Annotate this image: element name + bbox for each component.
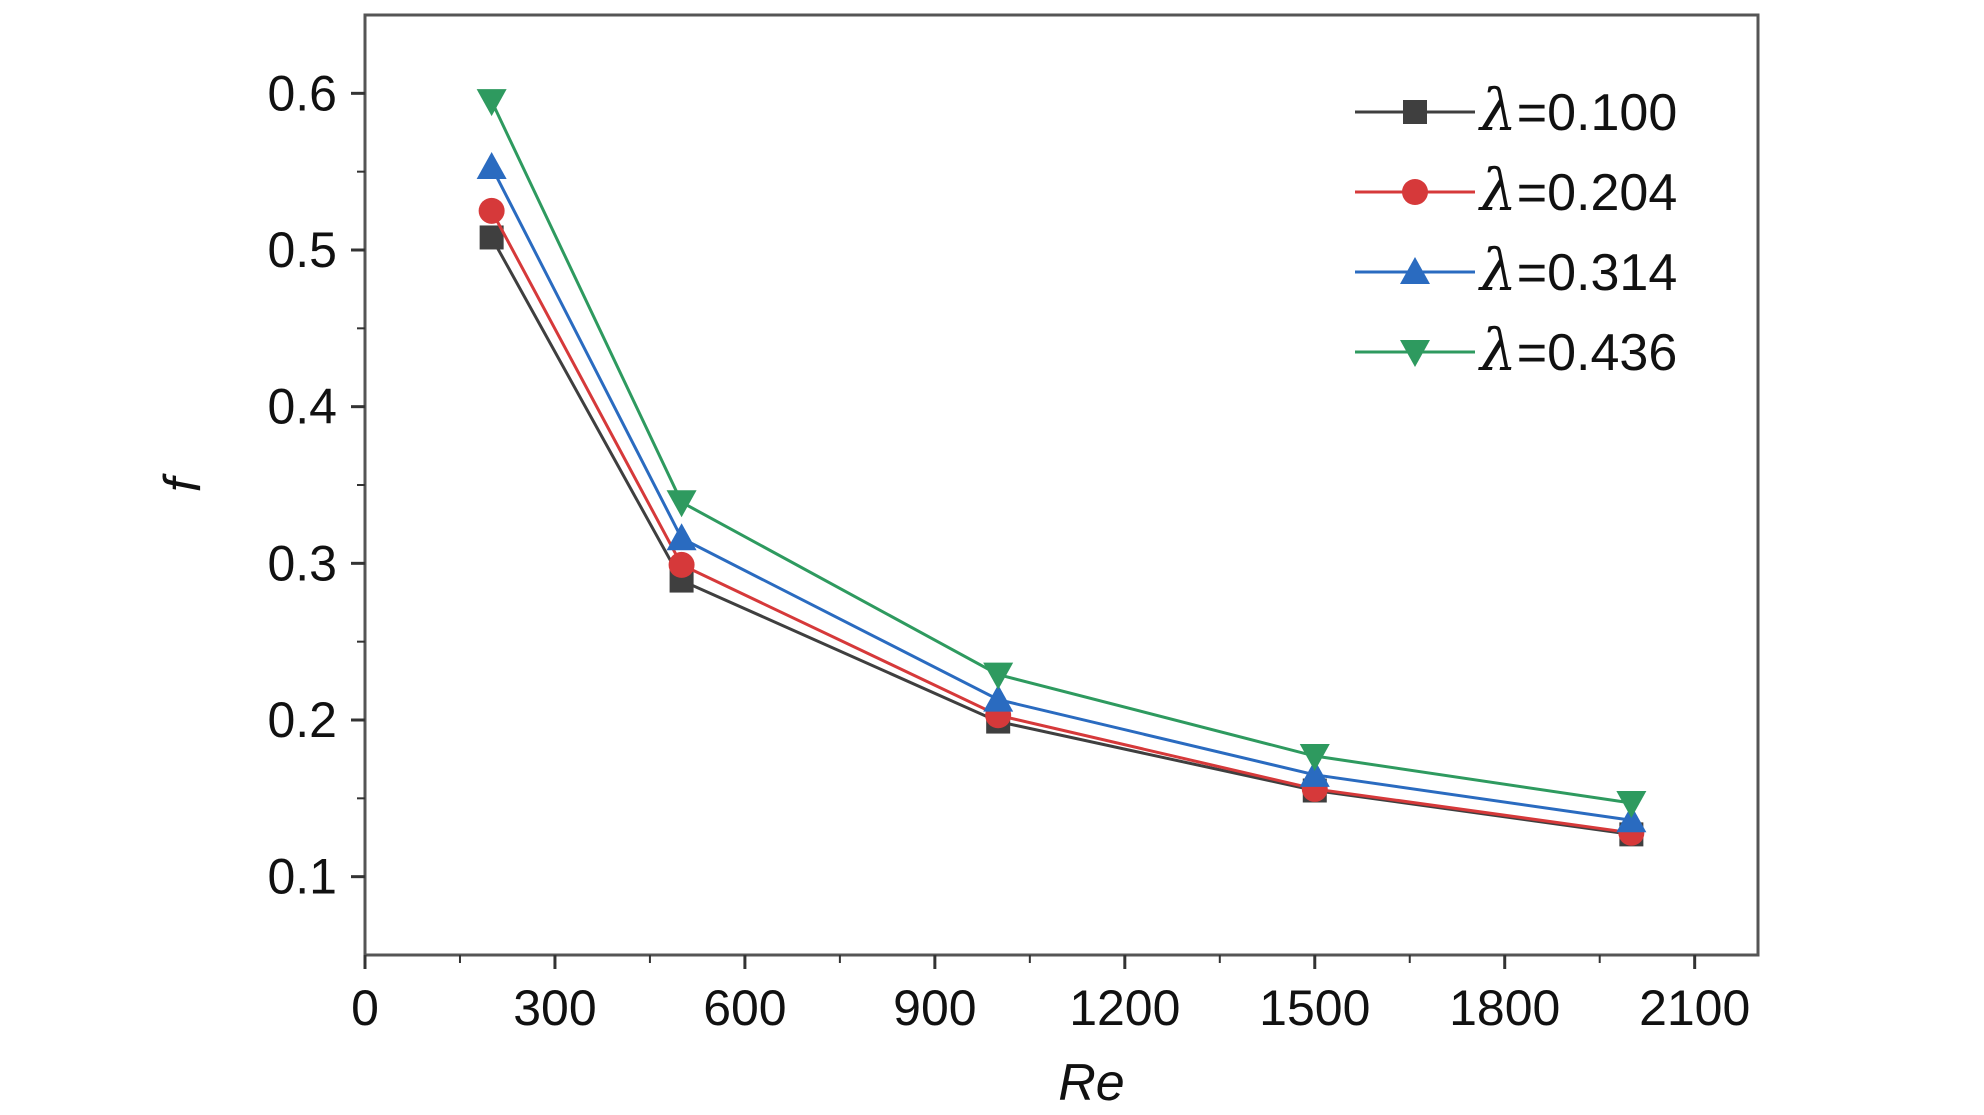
- legend-lambda-symbol: λ: [1478, 316, 1517, 384]
- legend-value: =0.100: [1517, 84, 1678, 142]
- legend-label: λ=0.436: [1478, 316, 1677, 384]
- data-point: [666, 523, 697, 551]
- y-tick-label: 0.4: [267, 379, 337, 435]
- data-point: [983, 662, 1014, 690]
- y-tick-label: 0.5: [267, 222, 337, 278]
- data-point: [668, 551, 695, 578]
- data-point: [479, 225, 504, 250]
- legend-marker: [1400, 340, 1430, 367]
- y-axis-title: f: [154, 473, 212, 492]
- legend-item-3: λ=0.436: [1355, 316, 1677, 384]
- x-tick-label: 1500: [1259, 980, 1370, 1036]
- x-tick-label: 1200: [1069, 980, 1180, 1036]
- data-point: [1299, 744, 1330, 772]
- legend-label: λ=0.314: [1478, 236, 1677, 304]
- legend-item-2: λ=0.314: [1355, 236, 1677, 304]
- legend-item-1: λ=0.204: [1355, 156, 1677, 224]
- series-group: [476, 89, 1647, 847]
- data-point: [1616, 791, 1647, 819]
- legend-label: λ=0.204: [1478, 156, 1677, 224]
- legend-label: λ=0.100: [1478, 76, 1677, 144]
- y-tick-label: 0.6: [267, 65, 337, 121]
- legend-value: =0.314: [1517, 244, 1678, 302]
- x-tick-label: 0: [351, 980, 379, 1036]
- data-point: [666, 490, 697, 518]
- x-tick-label: 600: [703, 980, 786, 1036]
- legend-marker: [1403, 100, 1427, 124]
- series-2: [476, 151, 1647, 833]
- legend-value: =0.204: [1517, 164, 1678, 222]
- data-point: [476, 89, 507, 117]
- x-axis-title: Re: [1058, 1054, 1124, 1110]
- data-point: [1616, 805, 1647, 833]
- legend-item-0: λ=0.100: [1355, 76, 1677, 144]
- x-tick-label: 300: [513, 980, 596, 1036]
- data-point: [476, 151, 507, 179]
- data-point: [478, 197, 505, 224]
- data-point: [983, 684, 1014, 712]
- y-tick-label: 0.1: [267, 849, 337, 905]
- legend-value: =0.436: [1517, 324, 1678, 382]
- x-tick-label: 2100: [1639, 980, 1750, 1036]
- legend-marker: [1400, 257, 1430, 284]
- legend-lambda-symbol: λ: [1478, 156, 1517, 224]
- legend-marker: [1402, 179, 1428, 205]
- x-tick-label: 1800: [1449, 980, 1560, 1036]
- y-tick-label: 0.2: [267, 692, 337, 748]
- x-tick-label: 900: [893, 980, 976, 1036]
- axes: 0 300 600 900 1200 1500 1800 2100 0.1 0.2 0.3 0.4 0.…: [267, 13, 1760, 1036]
- y-tick-label: 0.3: [267, 535, 337, 591]
- legend-lambda-symbol: λ: [1478, 236, 1517, 304]
- data-point: [1299, 759, 1330, 787]
- series-3: [476, 89, 1647, 819]
- legend-lambda-symbol: λ: [1478, 76, 1517, 144]
